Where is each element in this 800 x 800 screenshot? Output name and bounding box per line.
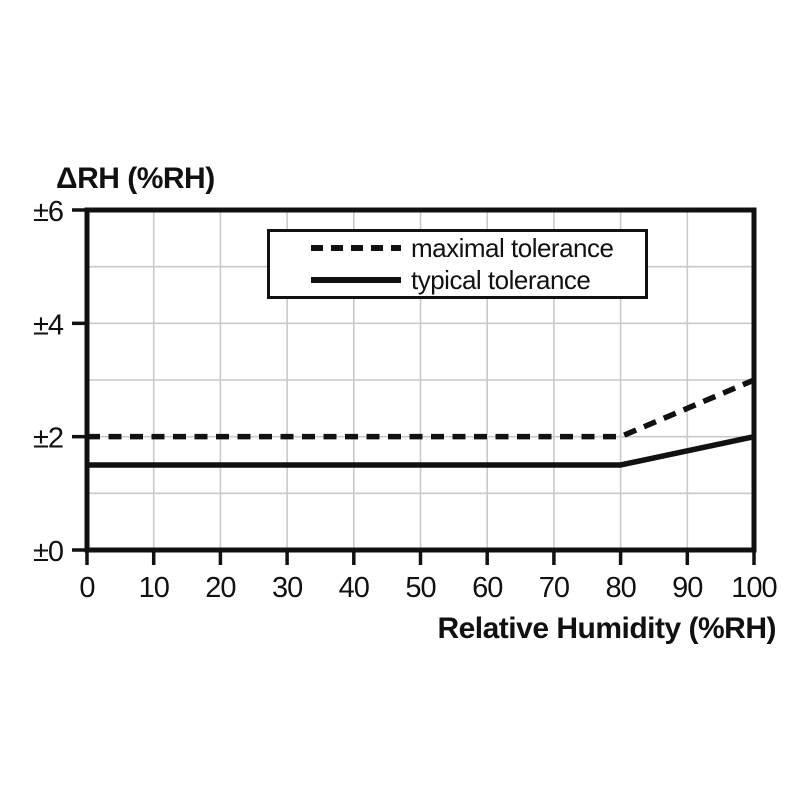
- solid-line-sample: [311, 277, 401, 283]
- x-tick-label: 90: [672, 572, 702, 604]
- series-line-solid: [87, 433, 755, 468]
- x-tick-label: 100: [731, 572, 776, 604]
- x-axis-title: Relative Humidity (%RH): [437, 612, 776, 645]
- y-tick-label: ±4: [33, 309, 64, 341]
- y-tick-label: ±2: [33, 423, 63, 455]
- y-tick-label: ±0: [33, 536, 63, 568]
- series-line-dashed: [87, 377, 756, 440]
- x-tick-label: 60: [472, 572, 502, 604]
- plot-frame: [84, 207, 757, 553]
- y-tick-label: ±6: [33, 196, 63, 228]
- x-tick-label: 10: [139, 572, 169, 604]
- legend: maximal tolerance typical tolerance: [267, 229, 648, 299]
- x-tick-label: 50: [405, 572, 435, 604]
- legend-row-typical: typical tolerance: [310, 264, 645, 296]
- x-tick-label: 0: [79, 572, 94, 604]
- legend-label-maximal: maximal tolerance: [411, 232, 614, 263]
- dashed-line-sample: [311, 245, 401, 251]
- y-axis-title: ΔRH (%RH): [56, 162, 215, 195]
- x-tick-label: 40: [339, 572, 369, 604]
- legend-row-maximal: maximal tolerance: [310, 232, 645, 264]
- x-tick-label: 30: [272, 572, 302, 604]
- x-tick-label: 20: [205, 572, 235, 604]
- x-tick-label: 70: [539, 572, 569, 604]
- x-tick-label: 80: [605, 572, 635, 604]
- legend-label-typical: typical tolerance: [411, 264, 591, 295]
